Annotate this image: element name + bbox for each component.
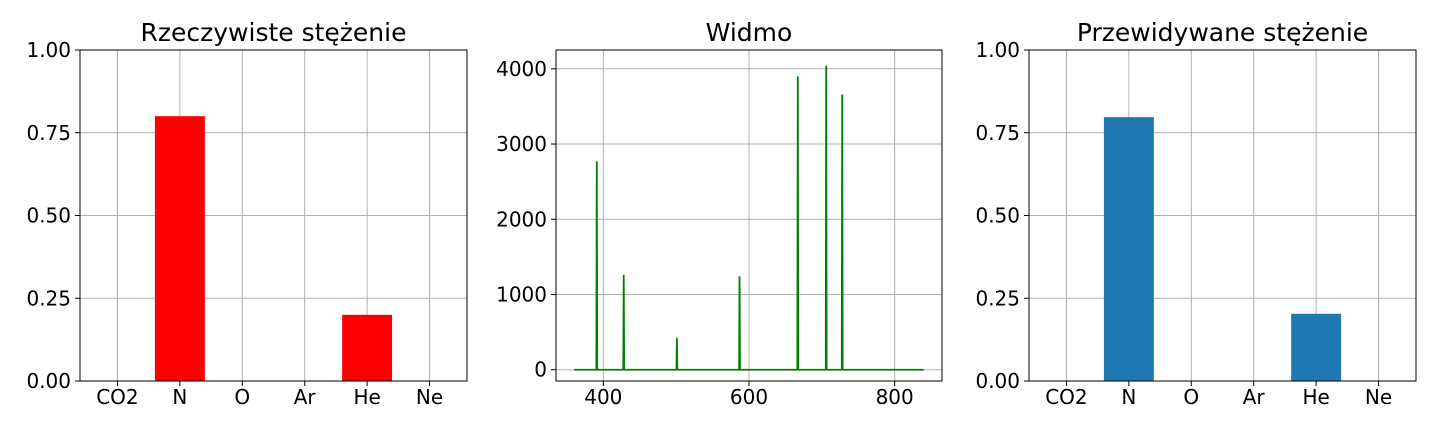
bar-n xyxy=(1103,117,1154,382)
x-tick-label: O xyxy=(234,385,250,409)
y-tick-label: 0.25 xyxy=(975,286,1020,310)
x-tick-label: Ar xyxy=(294,385,317,409)
chart-title: Przewidywane stężenie xyxy=(1077,18,1368,47)
x-tick-label: N xyxy=(1121,385,1136,409)
x-tick-label: He xyxy=(1302,385,1329,409)
x-tick-label: 400 xyxy=(584,385,622,409)
y-tick-label: 0.75 xyxy=(975,121,1020,145)
y-tick-label: 1.00 xyxy=(975,38,1020,62)
chart-title: Rzeczywiste stężenie xyxy=(141,18,407,47)
y-tick-label: 0.00 xyxy=(975,369,1020,393)
y-tick-label: 3000 xyxy=(496,132,547,156)
gridlines xyxy=(80,49,467,382)
bar-he xyxy=(342,314,393,381)
x-tick-label: 800 xyxy=(876,385,914,409)
y-tick-label: 0.25 xyxy=(26,286,71,310)
y-tick-label: 1000 xyxy=(496,282,547,306)
panel-actual-concentration: Rzeczywiste stężenie CO2 N O Ar He Ne 0.00 0.25… xyxy=(26,18,468,409)
y-tick-label: 4000 xyxy=(496,57,547,81)
y-tick-label: 0 xyxy=(534,358,547,382)
x-tick-label: Ne xyxy=(416,385,443,409)
x-tick-label: Ar xyxy=(1243,385,1266,409)
bar-n xyxy=(154,116,205,381)
plot-frame xyxy=(555,49,943,382)
plot-frame xyxy=(79,49,468,382)
y-tick-label: 0.50 xyxy=(26,204,71,228)
x-tick-label: CO2 xyxy=(96,385,138,409)
panel-spectrum: Widmo 400 600 800 0 1000 2000 3000 4000 xyxy=(496,18,943,409)
x-tick-label: 600 xyxy=(730,385,768,409)
x-tick-label: O xyxy=(1183,385,1199,409)
panel-predicted-concentration: Przewidywane stężenie CO2 N O Ar He Ne 0.00 0.2… xyxy=(975,18,1417,409)
x-tick-label: N xyxy=(172,385,187,409)
bar-he xyxy=(1291,313,1342,381)
y-tick-label: 0.50 xyxy=(975,204,1020,228)
chart-title: Widmo xyxy=(706,18,793,47)
gridlines xyxy=(556,50,942,381)
y-tick-label: 0.00 xyxy=(26,369,71,393)
plot-frame xyxy=(1028,49,1417,382)
x-tick-label: Ne xyxy=(1365,385,1392,409)
gridlines xyxy=(1029,49,1416,382)
x-tick-label: CO2 xyxy=(1045,385,1087,409)
y-tick-label: 0.75 xyxy=(26,121,71,145)
y-tick-label: 1.00 xyxy=(26,38,71,62)
y-tick-label: 2000 xyxy=(496,207,547,231)
x-tick-label: He xyxy=(353,385,380,409)
